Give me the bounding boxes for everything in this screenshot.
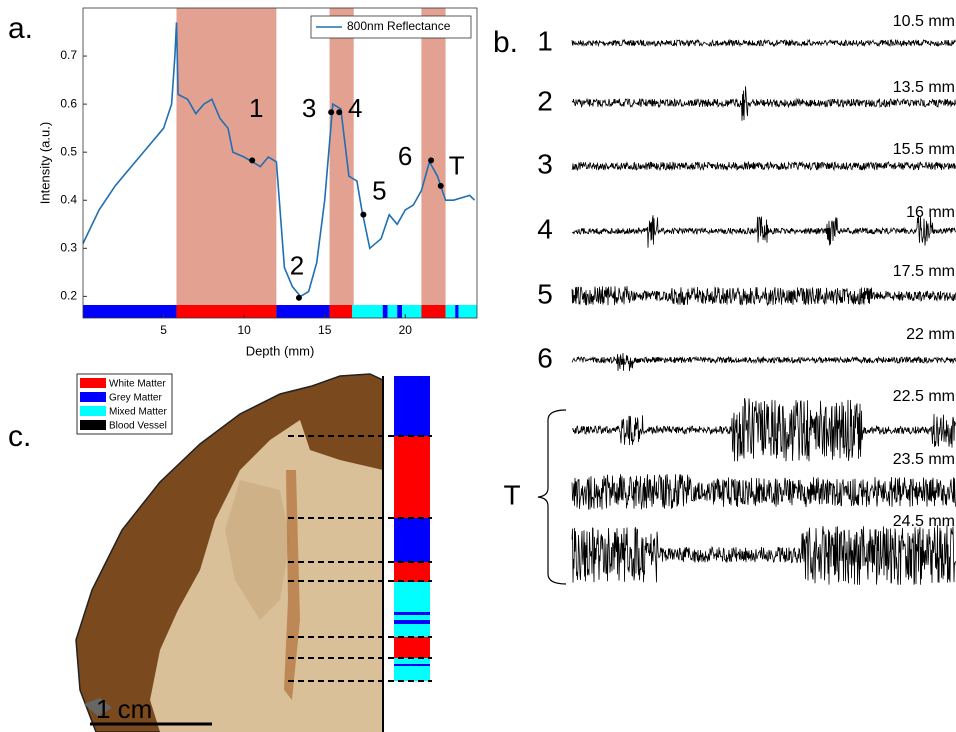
x-tick-label: 20 [399, 323, 413, 337]
depth-point-label: 5 [372, 176, 386, 206]
trace-label: 3 [537, 148, 553, 179]
tissue-segment [394, 637, 430, 658]
bracket [538, 410, 566, 584]
trace-label: 4 [537, 213, 553, 244]
legend-label: Grey Matter [109, 393, 162, 404]
trace [572, 353, 956, 371]
depth-label: 17.5 mm [893, 263, 955, 280]
depth-bar-segment [276, 305, 329, 318]
depth-bar-segment [446, 305, 456, 318]
legend-label: Mixed Matter [109, 407, 167, 418]
tissue-segment [394, 620, 430, 624]
trace [572, 40, 956, 46]
shaded-region [421, 8, 445, 318]
depth-point [296, 295, 302, 301]
depth-label: 22.5 mm [893, 388, 955, 405]
legend-label: White Matter [109, 379, 166, 390]
depth-label: 15.5 mm [893, 141, 955, 158]
depth-bar-segment [383, 305, 388, 318]
depth-point [328, 109, 334, 115]
depth-point [336, 109, 342, 115]
tissue-segment [394, 664, 430, 666]
legend-label: Blood Vessel [109, 421, 167, 432]
trace-label: 2 [537, 85, 553, 116]
depth-point [428, 157, 434, 163]
tissue-segment [394, 624, 430, 637]
depth-bar-segment [421, 305, 445, 318]
depth-point-label: 6 [398, 141, 412, 171]
depth-point-label: 1 [249, 93, 263, 123]
scale-bar-label: 1 cm [96, 694, 152, 724]
trace-label: 1 [537, 25, 553, 56]
x-axis-label: Depth (mm) [246, 343, 315, 358]
depth-point [438, 183, 444, 189]
y-tick-label: 0.3 [60, 240, 77, 254]
depth-bar-segment [388, 305, 398, 318]
panel-label: b. [493, 26, 518, 59]
depth-label: 23.5 mm [893, 451, 955, 468]
tissue-segment [394, 582, 430, 612]
depth-point [249, 157, 255, 163]
depth-label: 16 mm [906, 204, 955, 221]
shaded-region [176, 8, 276, 318]
panel-label: a. [8, 12, 33, 45]
tissue-segment [394, 436, 430, 518]
trace [572, 286, 956, 305]
tissue-legend: White Matter Grey Matter Mixed Matter Blood… [77, 374, 172, 434]
depth-point-label: 2 [290, 251, 304, 281]
legend: 800nm Reflectance [311, 16, 471, 38]
x-tick-label: 5 [160, 323, 167, 337]
x-tick-label: 10 [237, 323, 251, 337]
panel-label: c. [8, 420, 31, 453]
y-axis-label: Intensity (a.u.) [37, 122, 52, 204]
depth-label: 22 mm [906, 326, 955, 343]
trace [572, 215, 956, 248]
depth-bar-segment [455, 305, 458, 318]
depth-bar-segment [330, 305, 353, 318]
depth-point-label: 4 [348, 93, 362, 123]
depth-label: 24.5 mm [893, 513, 955, 530]
depth-bar-segment [352, 305, 383, 318]
shaded-region [330, 8, 354, 318]
trace [572, 162, 956, 170]
legend-swatch [80, 392, 106, 402]
depth-point-label: 3 [302, 93, 316, 123]
figure: 1 cm White Matter Grey Matter Mixed Matter… [0, 0, 956, 732]
legend-swatch [80, 378, 106, 388]
trace-label: 5 [537, 278, 553, 309]
reflectance-line [83, 22, 475, 296]
tissue-segment [394, 518, 430, 562]
depth-bar-segment [458, 305, 477, 318]
tissue-segment [394, 615, 430, 620]
trace-group-label: T [503, 479, 520, 510]
legend-label: 800nm Reflectance [347, 19, 451, 33]
tissue-segment [394, 562, 430, 582]
legend-swatch [80, 406, 106, 416]
x-tick-label: 15 [318, 323, 332, 337]
tissue-segment [394, 612, 430, 615]
tissue-segment [394, 376, 430, 436]
depth-bar-segment [83, 305, 176, 318]
tissue-segment [394, 666, 430, 681]
depth-point [360, 212, 366, 218]
depth-label: 13.5 mm [893, 79, 955, 96]
y-tick-label: 0.7 [60, 48, 77, 62]
axes-frame [83, 8, 477, 318]
y-tick-label: 0.2 [60, 289, 77, 303]
depth-bar-segment [397, 305, 402, 318]
depth-bar-segment [176, 305, 276, 318]
trace [572, 474, 956, 510]
y-tick-label: 0.5 [60, 144, 77, 158]
y-tick-label: 0.4 [60, 192, 77, 206]
legend-swatch [80, 420, 106, 430]
depth-point-label: T [449, 151, 465, 181]
trace [572, 525, 956, 585]
trace-label: 6 [537, 342, 553, 373]
depth-label: 10.5 mm [893, 13, 955, 30]
y-tick-label: 0.6 [60, 96, 77, 110]
